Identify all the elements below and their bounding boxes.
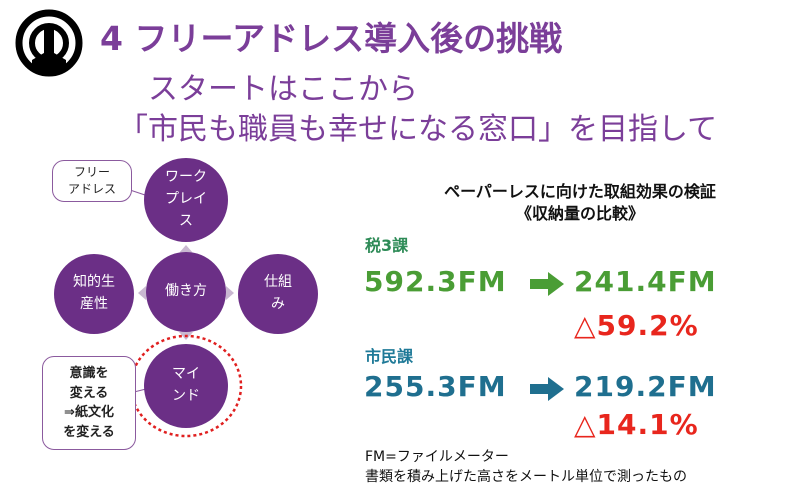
panel-subheading: 《収納量の比較》 <box>515 204 644 223</box>
callout-free-address: フリー アドレス <box>52 160 132 202</box>
arrow-right-connector <box>226 286 234 300</box>
subtitle-start: スタートはここから <box>148 72 418 107</box>
footnote-fm-definition: FM=ファイルメーター <box>365 449 509 465</box>
emblem-logo <box>15 9 83 77</box>
footnote-fm-explanation: 書類を積み上げた高さをメートル単位で測ったもの <box>365 469 687 485</box>
panel-heading: ペーパーレスに向けた取組効果の検証 <box>444 182 716 201</box>
dept-label-tax3: 税3課 <box>365 236 409 255</box>
reduction-tax3: △59.2% <box>574 309 699 342</box>
after-value-citizen: 219.2FM <box>574 370 717 403</box>
circle-system: 仕組 み <box>238 254 318 334</box>
dept-label-citizen: 市民課 <box>365 347 414 366</box>
before-value-tax3: 592.3FM <box>364 265 507 298</box>
arrow-left-connector <box>138 286 146 300</box>
after-value-tax3: 241.4FM <box>574 265 717 298</box>
reduction-citizen: △14.1% <box>574 408 699 441</box>
callout-change-mindset: 意識を 変える ⇒紙文化 を変える <box>42 356 136 450</box>
circle-workstyle: 働き方 <box>146 252 226 332</box>
circle-productivity: 知的生 産性 <box>54 254 134 334</box>
circle-workplace: ワーク プレイ ス <box>144 158 228 242</box>
right-arrow-icon <box>530 272 564 296</box>
right-arrow-icon <box>530 377 564 401</box>
circle-mindset: マイ ンド <box>144 344 228 428</box>
before-value-citizen: 255.3FM <box>364 370 507 403</box>
page-title: 4 フリーアドレス導入後の挑戦 <box>100 19 563 58</box>
subtitle-goal: 「市民も職員も幸せになる窓口」を目指して <box>118 112 718 147</box>
arrow-down-connector <box>179 332 193 340</box>
